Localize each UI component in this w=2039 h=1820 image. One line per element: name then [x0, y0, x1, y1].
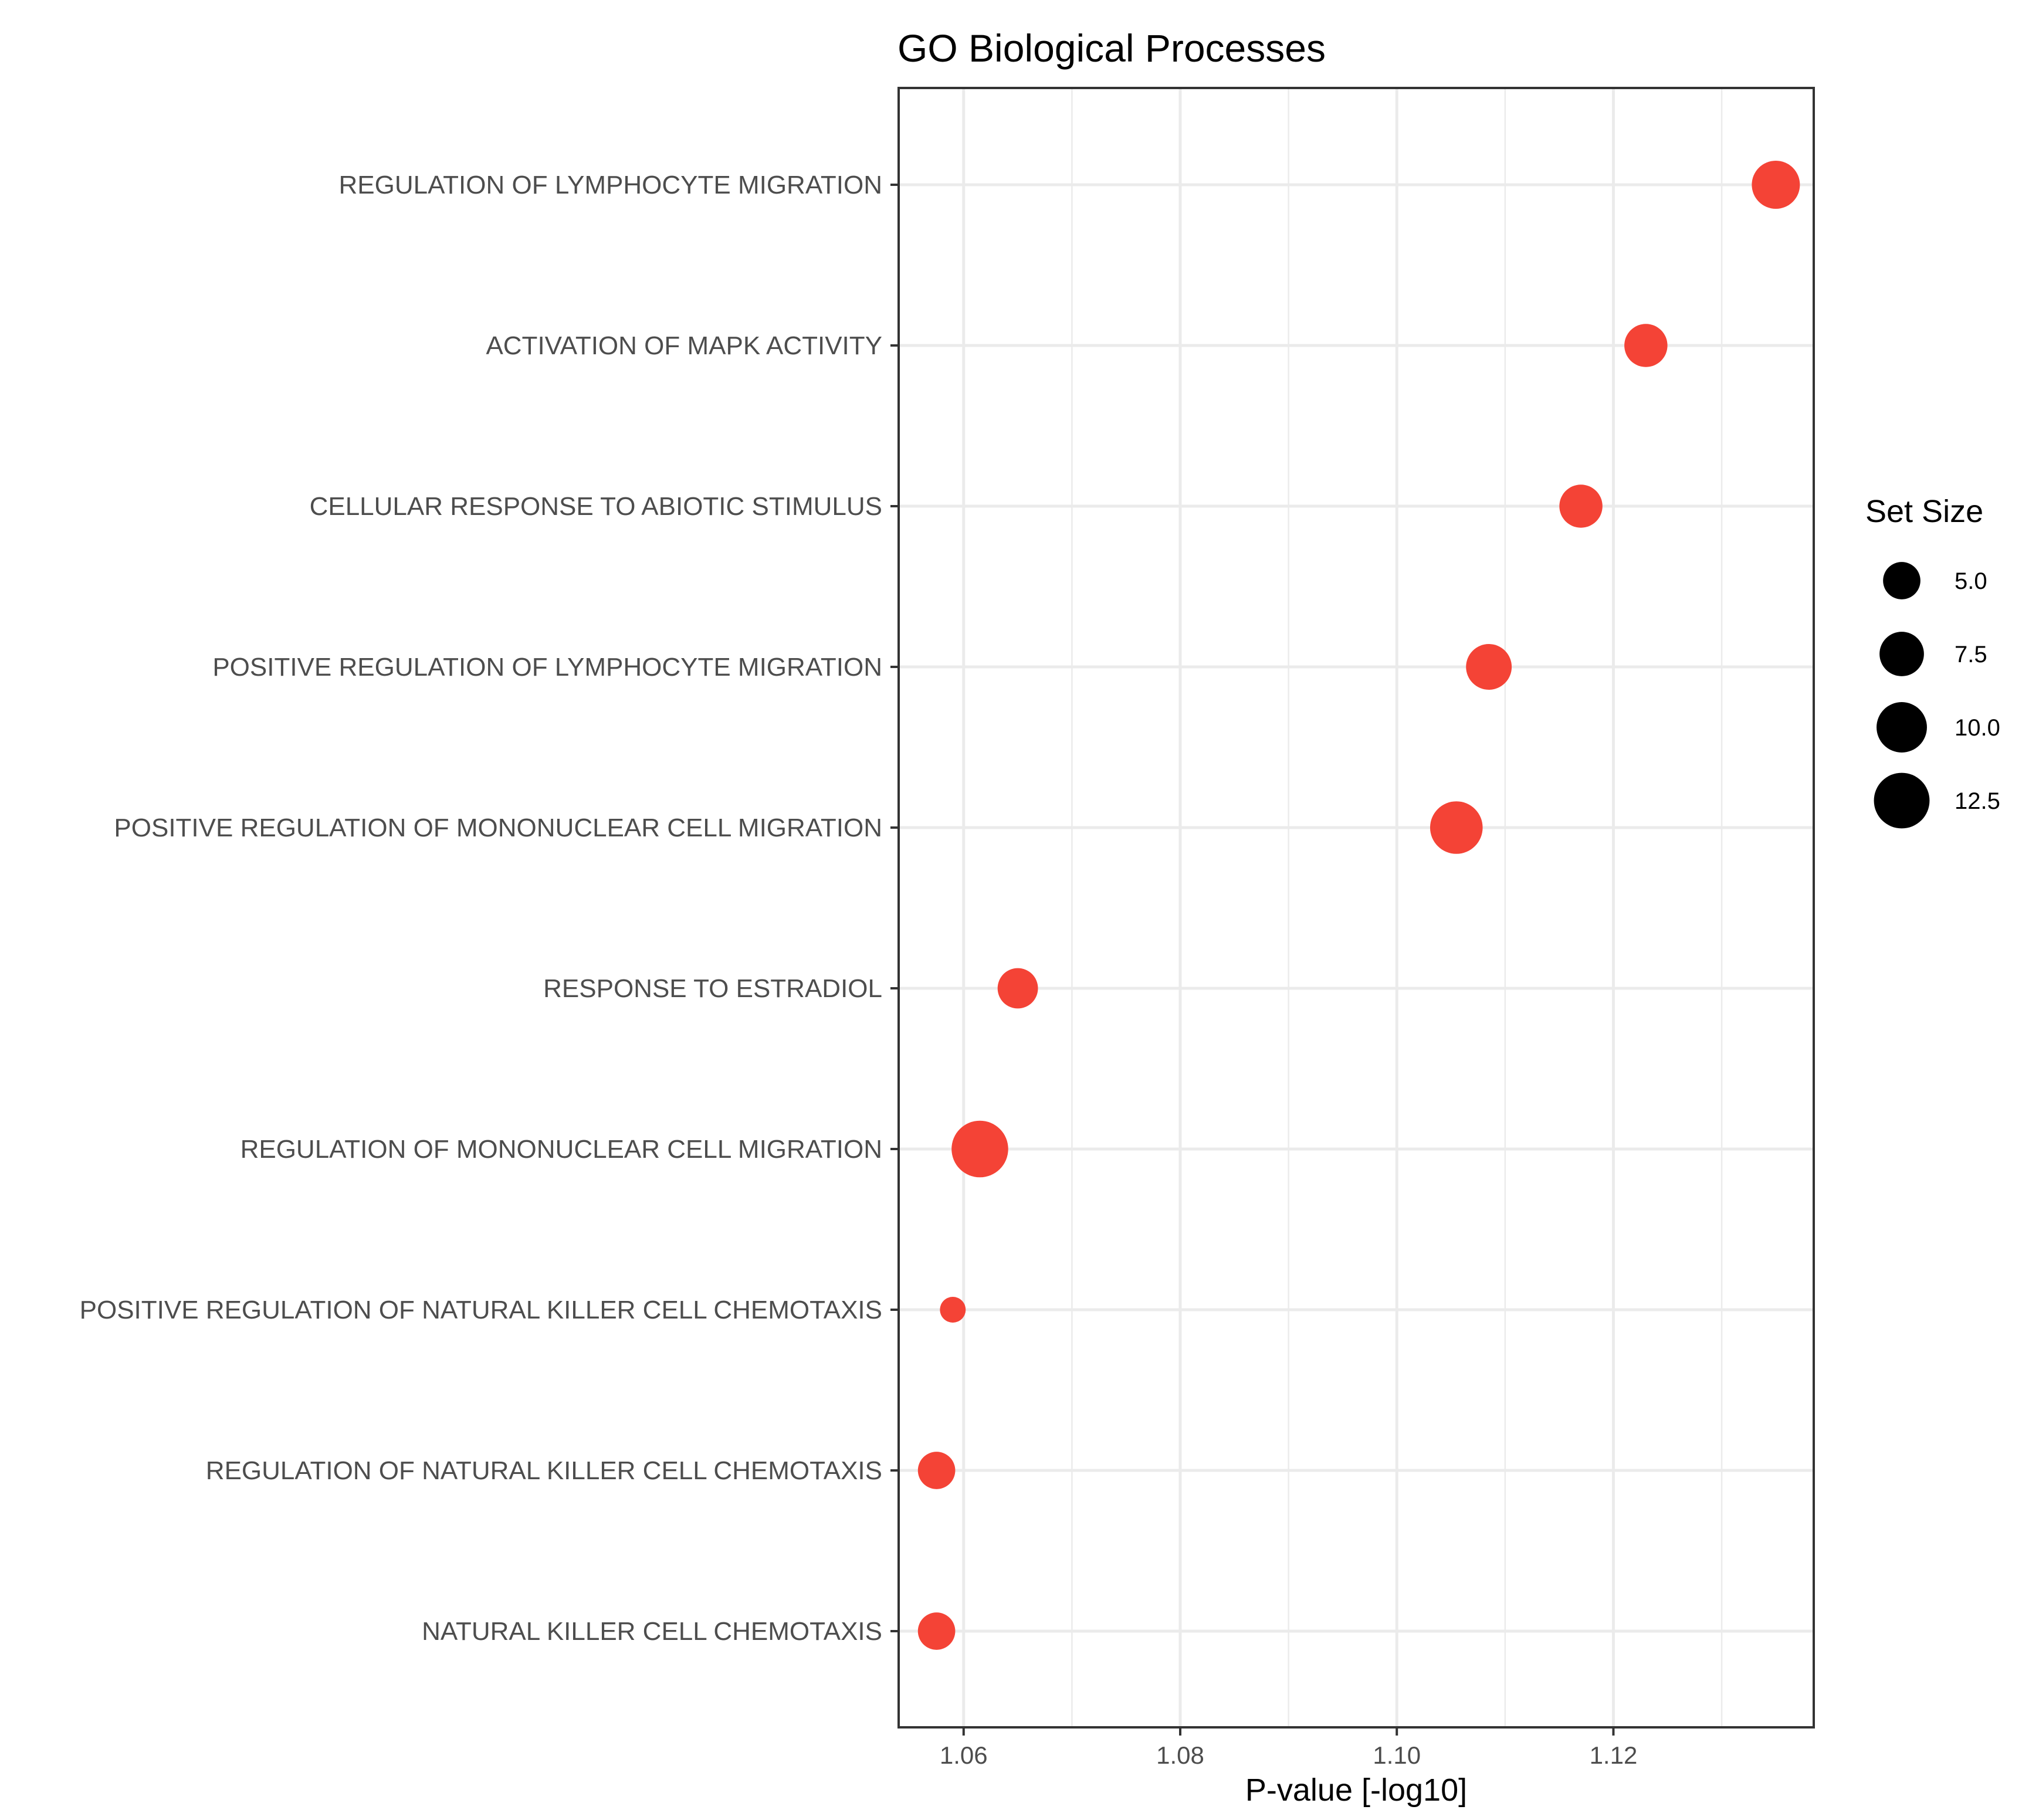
x-tick-label: 1.10	[1373, 1741, 1421, 1769]
y-tick-label: REGULATION OF LYMPHOCYTE MIGRATION	[338, 171, 882, 199]
plot-panel-border	[897, 87, 1815, 1729]
x-tick-label: 1.06	[940, 1741, 988, 1769]
size-legend: Set Size 5.0 7.5 10.0 12.5	[1865, 494, 2000, 829]
y-axis: REGULATION OF LYMPHOCYTE MIGRATION ACTIVA…	[80, 171, 899, 1646]
data-point	[940, 1297, 966, 1323]
data-point	[1559, 484, 1603, 528]
x-tick-label: 1.12	[1590, 1741, 1638, 1769]
legend-key-circle	[1879, 632, 1924, 676]
x-axis-title: P-value [-log10]	[1245, 1772, 1467, 1808]
x-tick-label: 1.08	[1156, 1741, 1204, 1769]
legend-key-label: 12.5	[1955, 788, 2000, 814]
y-tick-label: POSITIVE REGULATION OF NATURAL KILLER CE…	[80, 1296, 882, 1324]
data-points	[917, 161, 1800, 1650]
data-point	[917, 1452, 956, 1489]
y-tick-label: REGULATION OF NATURAL KILLER CELL CHEMOT…	[206, 1456, 882, 1485]
data-point	[1624, 324, 1668, 367]
data-point	[951, 1120, 1008, 1178]
legend-key-label: 10.0	[1955, 715, 2000, 741]
legend-key-label: 7.5	[1955, 642, 1987, 667]
legend-key-circle	[1874, 772, 1930, 829]
data-point	[1430, 801, 1483, 854]
y-tick-label: ACTIVATION OF MAPK ACTIVITY	[486, 331, 882, 360]
grid-lines	[899, 88, 1814, 1727]
data-point	[1752, 161, 1800, 209]
y-tick-label: POSITIVE REGULATION OF LYMPHOCYTE MIGRAT…	[212, 653, 882, 682]
legend-key-circle	[1877, 702, 1927, 753]
y-tick-label: CELLULAR RESPONSE TO ABIOTIC STIMULUS	[310, 492, 882, 521]
y-tick-label: POSITIVE REGULATION OF MONONUCLEAR CELL …	[114, 814, 882, 842]
data-point	[997, 968, 1038, 1009]
chart-title: GO Biological Processes	[897, 26, 1326, 70]
y-tick-label: REGULATION OF MONONUCLEAR CELL MIGRATION	[241, 1135, 882, 1164]
x-axis: 1.06 1.08 1.10 1.12	[940, 1727, 1637, 1769]
data-point	[1466, 644, 1512, 690]
legend-key-circle	[1883, 562, 1921, 599]
legend-title: Set Size	[1865, 494, 1983, 529]
legend-key-label: 5.0	[1955, 568, 1987, 594]
data-point	[917, 1612, 956, 1650]
y-tick-label: NATURAL KILLER CELL CHEMOTAXIS	[422, 1617, 882, 1646]
y-tick-label: RESPONSE TO ESTRADIOL	[543, 974, 882, 1003]
